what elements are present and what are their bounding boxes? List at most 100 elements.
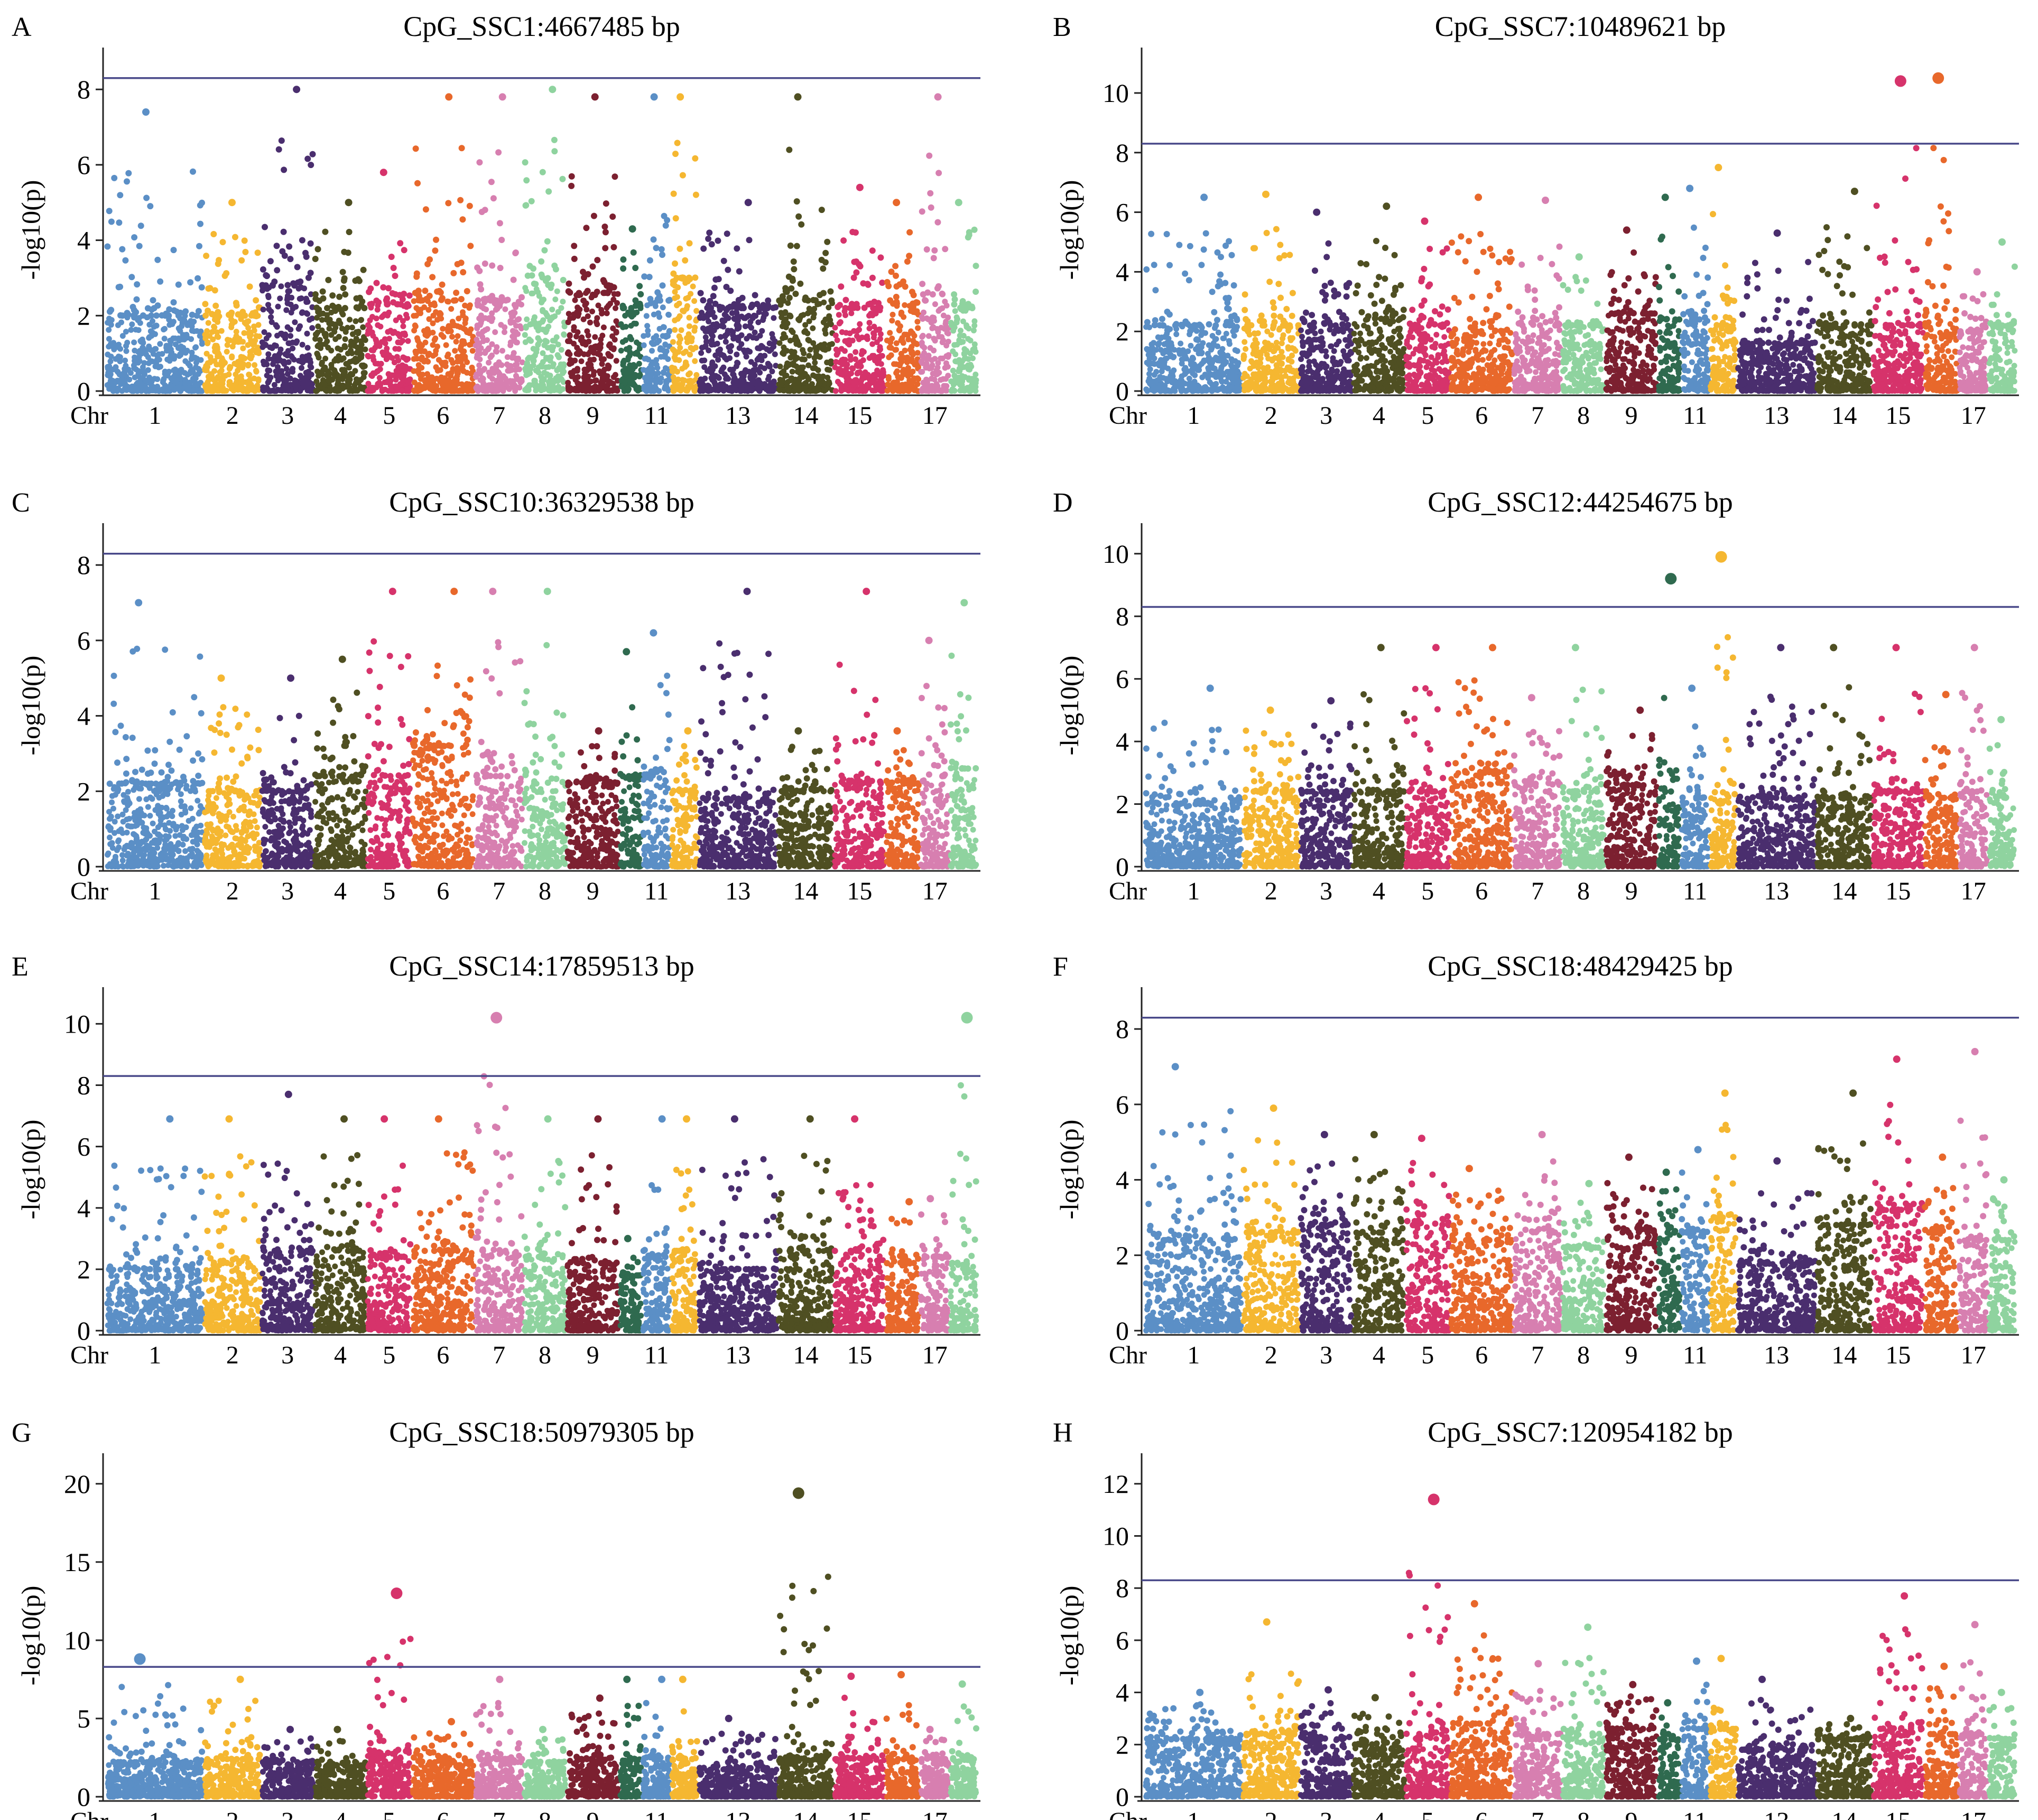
snp-point — [612, 173, 618, 180]
y-tick-label: 10 — [1103, 78, 1129, 108]
snp-point — [1179, 350, 1185, 357]
snp-point — [147, 203, 154, 210]
snp-point — [869, 341, 876, 347]
snp-point — [1188, 384, 1194, 390]
snp-point — [538, 362, 544, 368]
snp-point — [1228, 362, 1234, 368]
snp-point — [580, 340, 586, 347]
snp-point — [781, 351, 787, 357]
snp-point — [555, 354, 562, 360]
snp-point — [188, 336, 194, 342]
snp-point — [307, 270, 314, 276]
snp-point — [477, 350, 483, 357]
snp-point — [584, 328, 590, 335]
snp-point — [706, 368, 712, 375]
snp-point — [528, 198, 535, 205]
snp-point — [643, 385, 650, 391]
snp-point — [710, 375, 717, 382]
snp-point — [825, 346, 831, 352]
snp-point — [565, 349, 571, 355]
chromosome-tick-label: 2 — [226, 402, 239, 430]
snp-point — [711, 284, 718, 291]
snp-point — [669, 365, 675, 370]
snp-point — [105, 372, 111, 378]
snp-point — [360, 266, 367, 273]
snp-point — [593, 319, 599, 325]
snp-point — [931, 247, 938, 254]
snp-point — [544, 371, 550, 377]
snp-point — [368, 347, 375, 354]
snp-point — [464, 329, 470, 336]
snp-point — [229, 343, 236, 350]
snp-point — [592, 334, 598, 340]
chromosome-tick-label: 4 — [334, 402, 347, 430]
snp-point — [264, 273, 270, 280]
snp-point — [143, 194, 150, 201]
snp-point — [194, 328, 200, 334]
snp-point — [436, 357, 442, 363]
snp-point — [934, 219, 941, 226]
snp-point — [672, 327, 678, 333]
snp-point — [560, 370, 566, 376]
snp-point — [351, 357, 357, 364]
snp-point — [577, 307, 583, 313]
snp-point — [842, 383, 849, 388]
snp-point — [127, 370, 134, 376]
snp-point — [841, 369, 848, 376]
snp-point — [348, 347, 354, 354]
snp-point — [368, 301, 375, 308]
snp-point — [965, 336, 971, 342]
snp-point — [828, 297, 835, 304]
snp-point — [857, 321, 863, 327]
snp-point — [242, 248, 249, 255]
snp-point — [1215, 343, 1221, 349]
snp-point — [575, 383, 581, 389]
snp-point — [370, 354, 376, 360]
snp-point — [467, 342, 473, 348]
snp-point — [728, 386, 734, 393]
snp-point — [288, 333, 294, 339]
snp-point — [759, 304, 766, 311]
snp-point — [670, 374, 677, 380]
snp-point — [932, 356, 938, 362]
snp-point — [1196, 367, 1202, 373]
snp-point — [869, 274, 876, 281]
snp-point — [788, 327, 794, 333]
snp-point — [414, 356, 420, 362]
snp-point — [202, 335, 209, 341]
snp-point — [499, 348, 505, 354]
snp-point — [113, 364, 119, 370]
snp-point — [211, 287, 218, 294]
snp-point — [628, 322, 634, 329]
snp-point — [245, 363, 251, 369]
snp-point — [560, 299, 566, 305]
snp-point — [810, 296, 817, 303]
snp-point — [328, 361, 335, 368]
snp-point — [313, 304, 320, 311]
snp-point — [108, 354, 114, 360]
snp-point — [885, 374, 892, 380]
snp-point — [692, 345, 699, 351]
snp-point — [245, 318, 252, 324]
snp-point — [494, 349, 499, 355]
peak-snp-point — [677, 93, 684, 101]
snp-point — [663, 348, 670, 355]
snp-point — [115, 369, 121, 375]
snp-point — [605, 365, 612, 372]
snp-point — [584, 287, 591, 294]
snp-point — [790, 258, 797, 265]
snp-point — [699, 357, 705, 364]
snp-point — [228, 322, 235, 328]
snp-point — [706, 318, 712, 324]
snp-point — [859, 335, 865, 340]
snp-point — [578, 358, 585, 365]
snp-point — [429, 274, 436, 281]
snp-point — [123, 348, 129, 354]
snp-point — [531, 280, 538, 287]
chromosome-tick-label: 3 — [281, 402, 294, 430]
snp-point — [720, 387, 727, 394]
snp-point — [887, 330, 893, 336]
chromosome-15-points — [832, 183, 887, 394]
snp-point — [752, 373, 758, 379]
snp-point — [119, 388, 125, 394]
